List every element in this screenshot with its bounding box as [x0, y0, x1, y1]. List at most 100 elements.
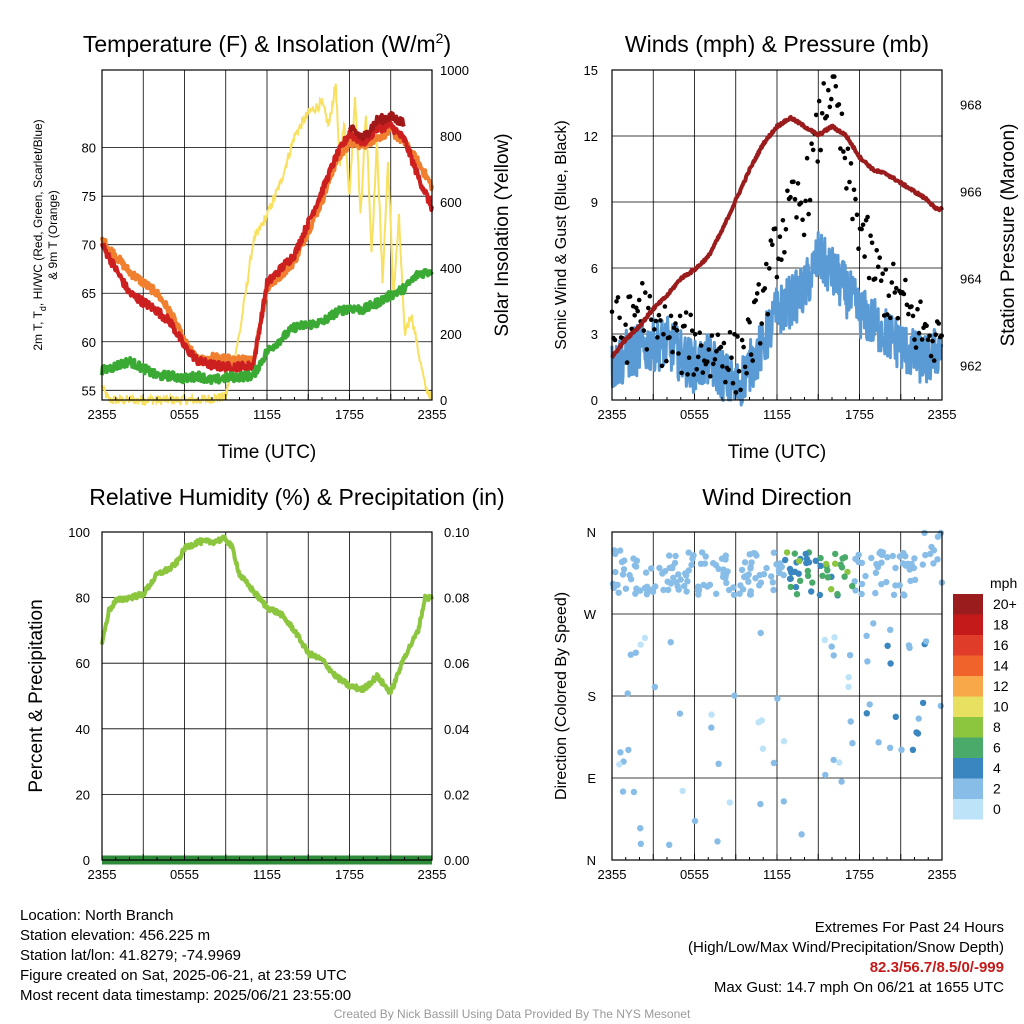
gust-point [859, 226, 864, 232]
dir-xtick-label: 2355 [598, 867, 627, 882]
temp-ytick-label: 70 [82, 238, 96, 253]
gust-point [640, 281, 645, 286]
humidity-precip-panel: 2355 0555 1155 1755 23550204060801000.000.02… [26, 484, 505, 882]
direction-point [858, 580, 866, 588]
recent-data-text: Most recent data timestamp: 2025/06/21 2… [20, 987, 352, 1004]
solar-ytick-label: 200 [440, 327, 462, 342]
direction-point [872, 589, 879, 597]
direction-point [616, 761, 623, 768]
direction-point [832, 550, 839, 558]
direction-point [845, 674, 852, 681]
gust-point [742, 364, 748, 370]
speed-legend-swatch [953, 717, 983, 738]
direction-point [846, 652, 854, 659]
direction-point [797, 577, 804, 584]
direction-point [809, 579, 816, 586]
direction-point [855, 551, 862, 558]
gust-point [738, 387, 743, 393]
gust-point [875, 264, 881, 270]
direction-point [937, 529, 945, 537]
pressure-yaxis-label: Station Pressure (Maroon) [998, 124, 1019, 347]
direction-point [770, 759, 778, 767]
direction-point [738, 566, 746, 574]
speed-legend-label: 6 [993, 740, 1001, 756]
gust-point [930, 338, 935, 344]
gust-point [847, 179, 852, 185]
gust-point [906, 311, 911, 317]
rh-line [100, 534, 434, 695]
gust-point [827, 104, 833, 110]
gust-point [712, 357, 718, 362]
wind-xtick-label: 2355 [598, 407, 627, 422]
direction-point [841, 573, 848, 580]
temp-xaxis-label: Time (UTC) [218, 442, 317, 463]
gust-point [706, 347, 712, 352]
temp-xtick-label: 0555 [170, 407, 199, 422]
speed-legend-swatch [953, 799, 983, 820]
gust-point [850, 216, 855, 222]
direction-point [887, 660, 894, 667]
precip-ytick-label: 0.00 [444, 853, 469, 868]
direction-point [911, 555, 918, 562]
gust-point [698, 343, 704, 348]
temp-xtick-label: 2355 [418, 407, 447, 422]
direction-point [889, 552, 896, 560]
wind-ytick-label: 12 [584, 129, 598, 144]
extremes-values: 82.3/56.7/8.5/0/-999 [869, 959, 1004, 976]
temp-ytick-label: 65 [82, 286, 96, 301]
direction-point [786, 575, 794, 582]
direction-point [845, 683, 852, 691]
temp-chart-title: Temperature (F) & Insolation (W/m2) [83, 30, 451, 57]
direction-point [731, 692, 738, 699]
direction-point [615, 589, 622, 596]
direction-point [619, 571, 627, 578]
direction-point [847, 718, 854, 725]
gust-point [815, 159, 820, 164]
gust-point [757, 341, 763, 346]
direction-point [659, 570, 666, 577]
dir-xtick-label: 2355 [928, 867, 957, 882]
direction-point [838, 778, 845, 785]
dir-yaxis-label: Direction (Colored By Speed) [553, 592, 570, 800]
speed-legend-label: 16 [993, 637, 1009, 653]
gust-point [695, 354, 701, 360]
gust-point [924, 323, 929, 329]
max-gust-text: Max Gust: 14.7 mph On 06/21 at 1655 UTC [713, 979, 1004, 996]
gust-point [773, 226, 778, 231]
direction-point [817, 554, 824, 562]
gust-point [718, 344, 724, 350]
wind-ytick-label: 3 [591, 327, 598, 342]
direction-point [930, 560, 937, 567]
dir-chart-title: Wind Direction [702, 484, 852, 510]
gust-point [656, 312, 662, 318]
direction-point [887, 626, 894, 633]
direction-point [616, 547, 624, 554]
rh-ytick-label: 80 [76, 591, 90, 606]
gust-point [809, 141, 814, 146]
direction-point [670, 574, 677, 581]
solar-yaxis-label: Solar Insolation (Yellow) [492, 133, 513, 336]
direction-point [849, 740, 856, 747]
direction-point [830, 652, 837, 659]
direction-point [637, 825, 644, 832]
gust-point [715, 332, 721, 338]
direction-point [622, 585, 630, 592]
gust-point [791, 179, 796, 185]
gust-point [759, 321, 764, 326]
direction-point [770, 549, 778, 556]
gust-point [836, 102, 842, 107]
direction-point [896, 582, 903, 589]
direction-point [684, 578, 691, 585]
direction-point [677, 576, 684, 583]
gust-point [723, 379, 728, 385]
gust-point [615, 295, 621, 300]
direction-point [648, 565, 655, 572]
gust-point [774, 274, 780, 280]
direction-point [878, 559, 885, 566]
temp-yaxis-label: 2m T, Td, HI/WC (Red, Green, Scarlet/Blu… [31, 119, 48, 350]
gust-point [659, 363, 665, 369]
gust-point [636, 297, 642, 303]
gust-point [677, 313, 683, 319]
direction-point [624, 690, 631, 697]
gust-point [895, 315, 901, 321]
